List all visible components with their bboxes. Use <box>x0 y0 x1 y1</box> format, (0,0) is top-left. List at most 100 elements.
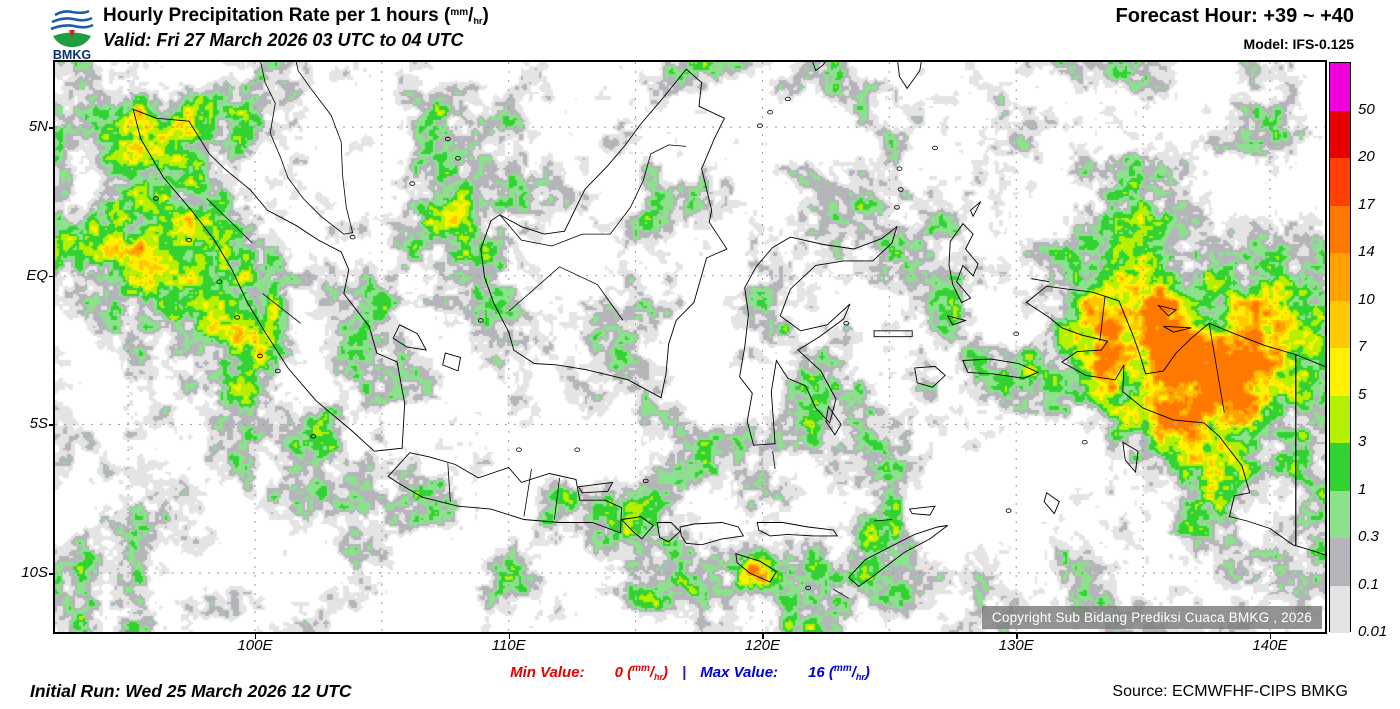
island-icon <box>894 205 900 210</box>
colorbar-segment <box>1330 538 1350 586</box>
coastline <box>523 468 532 517</box>
colorbar-segment <box>1330 490 1350 538</box>
island-icon <box>310 434 317 439</box>
colorbar-label: 3 <box>1358 433 1367 450</box>
island-icon <box>186 237 192 243</box>
axis-tick <box>1016 633 1018 639</box>
min-label: Min Value: <box>510 664 585 681</box>
coastline <box>206 198 253 244</box>
coastline <box>620 516 654 540</box>
island-icon <box>574 447 581 452</box>
coastline <box>1122 441 1139 474</box>
island-icon <box>805 585 811 591</box>
axis-tick <box>49 424 55 426</box>
coastline <box>812 62 826 72</box>
latitude-label: 10S <box>21 564 48 582</box>
island-icon <box>515 447 522 452</box>
latitude-label: 5S <box>29 415 48 433</box>
admin-border <box>499 144 687 247</box>
coastline <box>392 324 428 351</box>
bmkg-logo-icon: BMKG <box>50 9 94 61</box>
minmax-separator: | <box>682 664 687 681</box>
unit-numerator: mm <box>632 663 650 674</box>
initial-run-label: Initial Run: Wed 25 March 2026 12 UTC <box>30 681 352 701</box>
axis-tick <box>508 633 511 639</box>
longitude-label: 140E <box>1252 637 1288 654</box>
coastline <box>508 266 624 321</box>
longitude-label: 100E <box>237 637 273 654</box>
colorbar-segment <box>1330 205 1350 253</box>
island-icon <box>767 110 773 115</box>
coastline <box>848 525 948 587</box>
logo-text: BMKG <box>53 48 91 61</box>
copyright-watermark: Copyright Sub Bidang Prediksi Cuaca BMKG… <box>981 606 1322 629</box>
coastline <box>908 505 936 516</box>
island-icon <box>257 353 263 359</box>
colorbar-segment <box>1330 585 1350 633</box>
coastline <box>1043 492 1060 515</box>
colorbar-segment <box>1330 63 1350 111</box>
island-icon <box>349 234 356 240</box>
island-icon <box>642 478 649 484</box>
axis-tick <box>762 633 764 639</box>
coastline <box>1163 325 1192 333</box>
logo-bolt <box>69 30 75 38</box>
coastline <box>447 463 451 502</box>
min-value: 0 <box>614 664 623 681</box>
colorbar-segment <box>1330 110 1350 158</box>
colorbar-label: 10 <box>1358 290 1375 308</box>
title-unit: (mm/hr) <box>444 5 489 26</box>
coastline <box>873 330 913 338</box>
unit-denominator: hr <box>473 16 483 26</box>
unit-denominator: hr <box>855 672 865 682</box>
coastline <box>480 68 728 399</box>
axis-tick <box>1269 633 1272 639</box>
precipitation-field-raster <box>55 62 1325 632</box>
coastline <box>739 225 898 446</box>
island-icon <box>477 318 484 323</box>
precipitation-map: Copyright Sub Bidang Prediksi Cuaca BMKG… <box>55 62 1325 632</box>
colorbar-segment <box>1330 158 1350 206</box>
coastline <box>554 477 560 520</box>
coastline <box>262 293 301 324</box>
colorbar-label: 14 <box>1358 243 1375 260</box>
coastline <box>387 452 623 534</box>
island-icon <box>897 187 904 192</box>
island-icon <box>444 136 451 142</box>
coastline <box>897 62 922 90</box>
island-icon <box>784 96 791 102</box>
coastline <box>874 519 892 522</box>
coastline <box>1025 285 1325 556</box>
colorbar-segment <box>1330 300 1350 348</box>
coastline <box>132 108 406 452</box>
latitude-label: 5N <box>28 118 48 136</box>
colorbar-label: 20 <box>1358 148 1375 165</box>
coastline <box>946 315 968 326</box>
colorbar-segment <box>1330 395 1350 443</box>
colorbar-segment <box>1330 253 1350 301</box>
island-icon <box>757 123 763 128</box>
coastline <box>962 358 1039 379</box>
island-icon <box>455 156 461 161</box>
colorbar-label: 5 <box>1358 385 1367 403</box>
axis-tick <box>49 573 55 575</box>
coastline <box>442 352 462 372</box>
latitude-label: EQ <box>26 266 48 284</box>
island-icon <box>843 321 850 326</box>
legend-colorbar <box>1329 62 1351 633</box>
colorbar-label: 0.3 <box>1358 528 1379 545</box>
max-unit: (mm/hr) <box>828 663 870 682</box>
coastline-grid-overlay <box>55 62 1325 632</box>
coastline <box>825 405 842 436</box>
valid-time-line: Valid: Fri 27 March 2026 03 UTC to 04 UT… <box>103 30 464 50</box>
island-icon <box>932 145 938 151</box>
coastline <box>969 201 982 218</box>
island-icon <box>1013 331 1020 336</box>
colorbar-label: 1 <box>1358 480 1367 498</box>
coastline <box>1031 278 1050 283</box>
coastline <box>833 589 849 599</box>
max-value: 16 <box>808 664 825 681</box>
max-label: Max Value: <box>700 664 779 681</box>
unit-numerator: mm <box>450 7 469 18</box>
coastline <box>577 481 614 494</box>
